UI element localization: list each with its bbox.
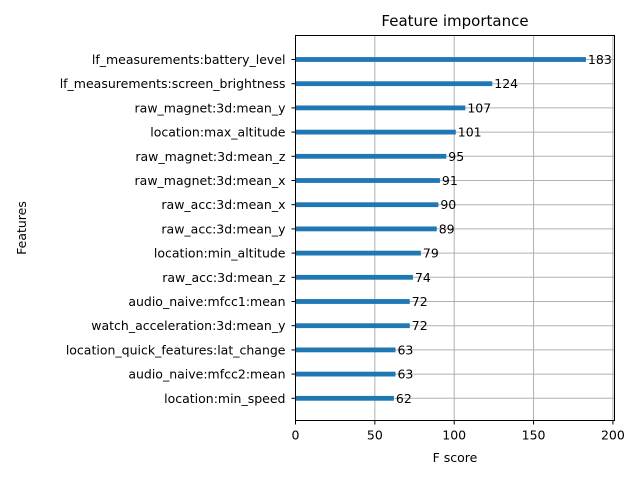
bar: [295, 153, 447, 159]
y-tick-label: watch_acceleration:3d:mean_y: [91, 318, 286, 333]
x-tick-label: 200: [601, 428, 625, 443]
bar-value-label: 72: [412, 318, 428, 333]
x-axis-label: F score: [433, 450, 478, 465]
bar: [295, 347, 396, 353]
bar-value-label: 89: [439, 221, 455, 236]
bars: [295, 57, 586, 401]
bar: [295, 105, 466, 111]
x-tick-label: 100: [442, 428, 466, 443]
bar: [295, 57, 586, 62]
x-tick-label: 150: [522, 428, 546, 443]
bar: [295, 129, 456, 135]
bar: [295, 323, 410, 329]
y-tick-labels: lf_measurements:battery_level lf_measurem…: [60, 52, 296, 406]
y-tick-label: location:min_altitude: [154, 246, 286, 261]
bar-value-label: 90: [440, 197, 456, 212]
chart-title: Feature importance: [381, 12, 528, 30]
y-tick-label: raw_acc:3d:mean_x: [161, 197, 285, 212]
y-tick-label: location_quick_features:lat_change: [66, 342, 286, 357]
y-tick-label: lf_measurements:battery_level: [92, 52, 286, 67]
y-tick-label: raw_acc:3d:mean_y: [161, 221, 286, 236]
y-tick-label: location:min_speed: [164, 391, 285, 406]
y-tick-label: raw_magnet:3d:mean_z: [135, 149, 286, 164]
bar-value-label: 62: [396, 391, 412, 406]
y-axis-label: Features: [14, 201, 29, 255]
bar-value-label: 79: [423, 246, 439, 261]
bar-value-label: 183: [588, 52, 612, 67]
bar-value-label: 107: [467, 100, 491, 115]
y-tick-label: raw_magnet:3d:mean_x: [135, 173, 286, 188]
bar: [295, 395, 394, 401]
y-tick-label: audio_naive:mfcc1:mean: [128, 294, 285, 309]
bar: [295, 299, 410, 304]
y-tick-label: audio_naive:mfcc2:mean: [128, 367, 285, 382]
bar-value-label: 124: [494, 76, 518, 91]
plot-frame: [295, 35, 615, 421]
bar-value-label: 72: [412, 294, 428, 309]
bar-value-label: 91: [442, 173, 458, 188]
bar: [295, 371, 396, 377]
y-tick-label: lf_measurements:screen_brightness: [60, 76, 286, 91]
bar: [295, 178, 440, 183]
bar: [295, 226, 437, 232]
x-tick-label: 0: [292, 428, 300, 443]
bar: [295, 81, 493, 87]
x-tick-label: 50: [367, 428, 383, 443]
bar-value-label: 63: [397, 342, 413, 357]
y-tick-label: raw_magnet:3d:mean_y: [135, 100, 287, 115]
bar-value-label: 63: [397, 367, 413, 382]
y-tick-label: location:max_altitude: [150, 125, 286, 140]
x-tick-labels: 0 50 100 150 200: [292, 420, 625, 443]
bar: [295, 250, 421, 256]
bar-value-label: 101: [458, 125, 482, 140]
bar: [295, 274, 413, 280]
bar-value-label: 74: [415, 270, 431, 285]
y-tick-label: raw_acc:3d:mean_z: [162, 270, 286, 285]
bar-value-label: 95: [448, 149, 464, 164]
bar: [295, 202, 439, 208]
